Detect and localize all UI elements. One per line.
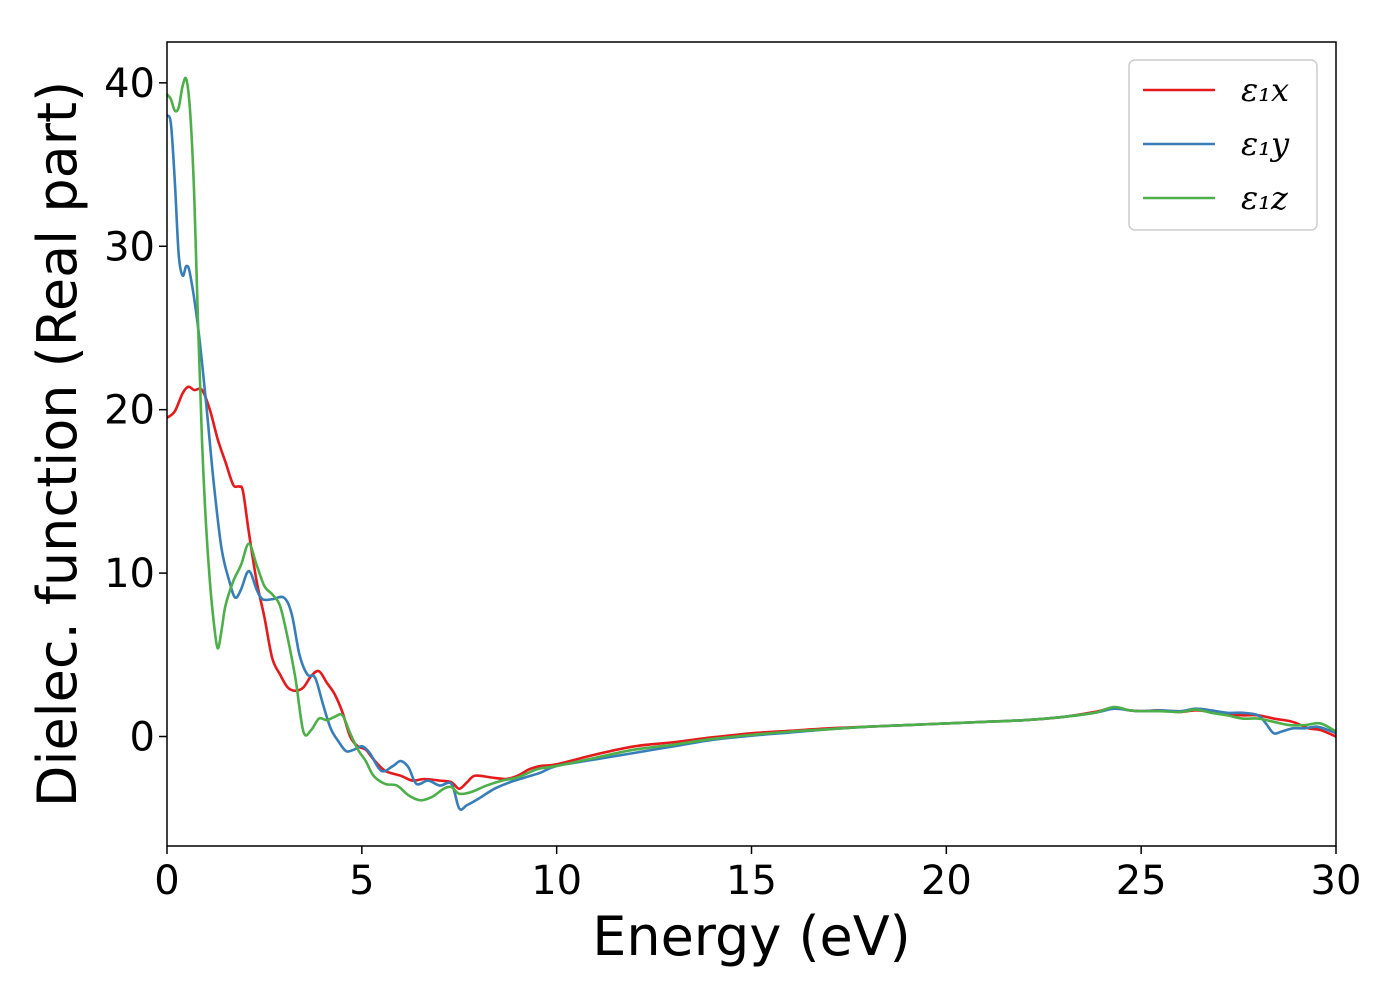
x-tick-label: 25: [1116, 858, 1167, 904]
x-tick-label: 10: [531, 858, 582, 904]
y-tick-label: 10: [104, 551, 155, 597]
x-tick-label: 5: [349, 858, 374, 904]
legend-label-2: ε₁y: [1241, 125, 1290, 163]
x-tick-label: 30: [1311, 858, 1362, 904]
series-line-3: [167, 76, 1336, 802]
legend-label-3: ε₁z: [1241, 179, 1289, 217]
y-tick-label: 20: [104, 388, 155, 434]
y-tick-label: 40: [104, 61, 155, 107]
x-tick-label: 20: [921, 858, 972, 904]
x-axis-title: Energy (eV): [592, 905, 911, 968]
x-tick-label: 15: [726, 858, 777, 904]
legend: ε₁x ε₁y ε₁z: [1128, 59, 1318, 231]
legend-frame: [1128, 59, 1318, 231]
series-layer: [167, 76, 1336, 811]
y-tick-label: 30: [104, 224, 155, 270]
legend-label-1: ε₁x: [1241, 71, 1289, 109]
series-line-1: [167, 385, 1336, 791]
y-axis-title: Dielec. function (Real part): [26, 81, 89, 807]
y-tick-label: 0: [130, 715, 155, 761]
x-tick-label: 0: [154, 858, 179, 904]
y-axis: 0 10 20 30 40: [104, 61, 167, 761]
x-axis: 0 5 10 15 20 25 30: [154, 846, 1361, 904]
